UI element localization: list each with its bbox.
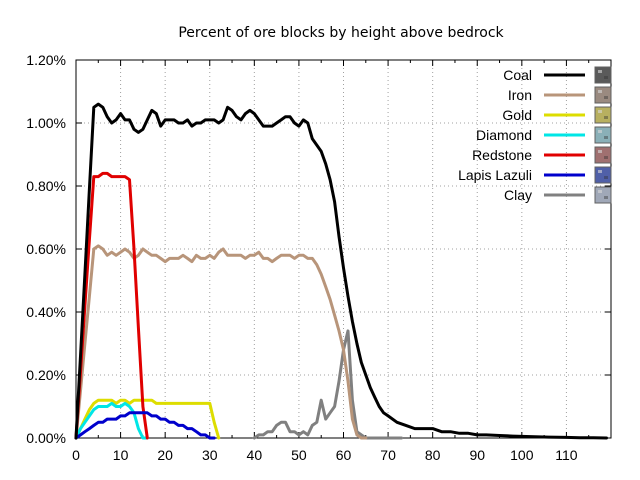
legend-swatch-texture [604, 76, 608, 79]
x-tick-label: 50 [291, 447, 307, 463]
legend-label-diamond: Diamond [476, 127, 532, 143]
legend-swatch-texture [598, 150, 602, 153]
x-tick-label: 0 [72, 447, 80, 463]
legend-swatch-lapis-lazuli [594, 166, 612, 184]
series-line-coal [74, 102, 608, 440]
legend-swatch-clay [594, 186, 612, 204]
x-tick-label: 100 [510, 447, 534, 463]
y-tick-label: 1.20% [26, 52, 66, 68]
x-tick-label: 10 [113, 447, 129, 463]
y-tick-label: 0.40% [26, 304, 66, 320]
legend-swatch-texture [598, 90, 602, 93]
legend-swatch-texture [604, 96, 608, 99]
legend-label-gold: Gold [502, 107, 532, 123]
x-tick-label: 70 [380, 447, 396, 463]
x-tick-label: 110 [555, 447, 578, 463]
legend-label-lapis-lazuli: Lapis Lazuli [458, 167, 532, 183]
y-tick-label: 0.80% [26, 178, 66, 194]
x-tick-label: 20 [157, 447, 173, 463]
legend-swatch-texture [604, 176, 608, 179]
legend-swatch-texture [598, 190, 602, 193]
series-line-diamond [74, 401, 149, 440]
legend-swatch-diamond [594, 126, 612, 144]
legend-swatch-texture [604, 196, 608, 199]
legend-label-iron: Iron [508, 87, 532, 103]
series-line-clay [252, 329, 403, 440]
legend-swatch-texture [604, 156, 608, 159]
series-lines [74, 102, 608, 440]
legend-swatch-texture [598, 110, 602, 113]
legend-swatch-iron [594, 86, 612, 104]
x-tick-label: 40 [247, 447, 263, 463]
series-line-gold [74, 398, 221, 440]
y-tick-label: 1.00% [26, 115, 66, 131]
y-tick-label: 0.20% [26, 367, 66, 383]
x-tick-label: 80 [425, 447, 441, 463]
series-line-redstone [74, 171, 149, 440]
legend: Coal Iron Gold Diamond Redstone Lapis Lazuli C… [458, 66, 612, 204]
y-tick-label: 0.60% [26, 241, 66, 257]
legend-swatch-redstone [594, 146, 612, 164]
legend-label-coal: Coal [503, 67, 532, 83]
legend-label-clay: Clay [504, 187, 532, 203]
legend-swatch-coal [594, 66, 612, 84]
x-tick-label: 30 [202, 447, 218, 463]
legend-swatch-texture [598, 130, 602, 133]
series-line-iron [74, 244, 368, 440]
x-tick-label: 60 [336, 447, 352, 463]
chart-title: Percent of ore blocks by height above be… [178, 25, 504, 41]
legend-swatch-texture [598, 170, 602, 173]
axes: 0 10 20 30 40 50 60 70 80 90 100 110 0.00% 0.20% 0.40%… [26, 52, 612, 463]
x-tick-label: 90 [469, 447, 485, 463]
series-line-lapis-lazuli [74, 411, 216, 440]
legend-swatch-texture [604, 116, 608, 119]
legend-swatch-texture [598, 70, 602, 73]
legend-label-redstone: Redstone [472, 147, 532, 163]
legend-swatch-texture [604, 136, 608, 139]
y-tick-label: 0.00% [26, 430, 66, 446]
legend-swatch-gold [594, 106, 612, 124]
